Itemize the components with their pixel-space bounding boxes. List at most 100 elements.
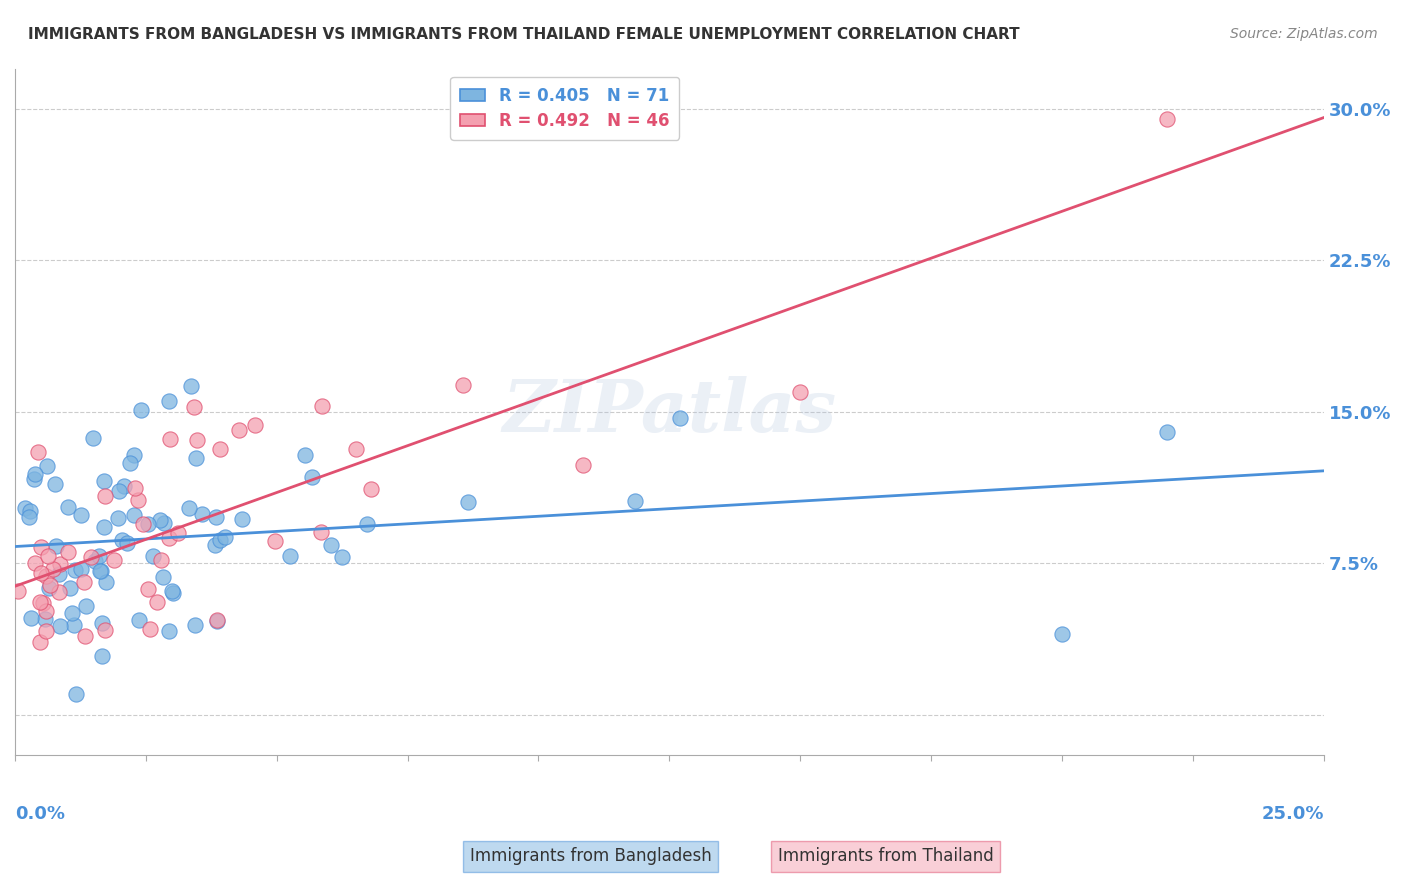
Point xyxy=(142,549,165,564)
Point xyxy=(457,495,479,509)
Point xyxy=(186,451,208,466)
Point xyxy=(73,574,96,589)
Point xyxy=(183,618,205,632)
Point xyxy=(152,570,174,584)
Text: Immigrants from Thailand: Immigrants from Thailand xyxy=(778,847,994,865)
Point xyxy=(177,500,200,515)
Point xyxy=(35,604,58,618)
Point xyxy=(209,442,232,457)
Text: Immigrants from Bangladesh: Immigrants from Bangladesh xyxy=(470,847,711,865)
Point xyxy=(93,519,115,533)
Point xyxy=(93,475,115,489)
Point xyxy=(205,613,228,627)
Point xyxy=(167,526,190,541)
Point xyxy=(451,377,474,392)
Point xyxy=(309,525,332,540)
Point xyxy=(162,586,184,600)
Point xyxy=(94,574,117,589)
Point xyxy=(186,433,208,447)
Point xyxy=(35,568,58,582)
Point xyxy=(63,563,86,577)
Point xyxy=(24,556,46,570)
Point xyxy=(17,509,39,524)
Point xyxy=(30,540,52,554)
Point xyxy=(39,578,62,592)
Point xyxy=(1050,627,1073,641)
Point xyxy=(319,538,342,552)
Point xyxy=(90,564,112,578)
Point xyxy=(245,417,267,432)
Point xyxy=(115,536,138,550)
Point xyxy=(93,489,115,503)
Point xyxy=(1156,112,1178,126)
Point xyxy=(111,533,134,547)
Point xyxy=(311,400,333,414)
Text: 0.0%: 0.0% xyxy=(15,805,65,823)
Point xyxy=(1156,425,1178,439)
Point xyxy=(624,494,647,508)
Point xyxy=(228,423,250,437)
Point xyxy=(138,517,160,532)
Point xyxy=(28,635,51,649)
Point xyxy=(56,500,79,515)
Point xyxy=(122,508,145,522)
Point xyxy=(75,629,97,643)
Point xyxy=(157,394,180,409)
Point xyxy=(122,448,145,462)
Point xyxy=(132,516,155,531)
Point xyxy=(191,507,214,521)
Point xyxy=(207,614,229,628)
Point xyxy=(138,622,160,636)
Point xyxy=(49,619,72,633)
Text: 25.0%: 25.0% xyxy=(1261,805,1323,823)
Point xyxy=(127,492,149,507)
Point xyxy=(149,513,172,527)
Point xyxy=(58,545,80,559)
Text: ZIPatlas: ZIPatlas xyxy=(502,376,837,447)
Point xyxy=(149,553,172,567)
Point xyxy=(183,401,205,415)
Point xyxy=(263,533,285,548)
Point xyxy=(89,549,111,563)
Point xyxy=(75,599,97,614)
Point xyxy=(48,567,70,582)
Point xyxy=(60,606,83,620)
Point xyxy=(83,554,105,568)
Text: IMMIGRANTS FROM BANGLADESH VS IMMIGRANTS FROM THAILAND FEMALE UNEMPLOYMENT CORRE: IMMIGRANTS FROM BANGLADESH VS IMMIGRANTS… xyxy=(28,27,1019,42)
Point xyxy=(789,384,811,399)
Point xyxy=(24,467,46,482)
Point xyxy=(49,557,72,571)
Point xyxy=(65,687,87,701)
Point xyxy=(35,624,58,639)
Point xyxy=(214,530,236,544)
Point xyxy=(231,512,253,526)
Point xyxy=(136,582,159,596)
Point xyxy=(80,550,103,565)
Point xyxy=(112,478,135,492)
Point xyxy=(301,470,323,484)
Point xyxy=(360,482,382,496)
Point xyxy=(44,477,66,491)
Point xyxy=(32,596,55,610)
Point xyxy=(278,549,301,563)
Point xyxy=(160,584,183,599)
Point xyxy=(45,539,67,553)
Point xyxy=(28,595,51,609)
Point xyxy=(42,562,65,576)
Point xyxy=(120,456,142,470)
Point xyxy=(38,581,60,595)
Point xyxy=(356,516,378,531)
Point xyxy=(70,508,93,523)
Point xyxy=(82,431,104,445)
Point xyxy=(180,379,202,393)
Point xyxy=(70,562,93,576)
Point xyxy=(129,403,152,417)
Point xyxy=(37,549,59,563)
Point xyxy=(157,624,180,639)
Point xyxy=(145,594,167,608)
Text: Source: ZipAtlas.com: Source: ZipAtlas.com xyxy=(1230,27,1378,41)
Point xyxy=(18,504,41,518)
Point xyxy=(48,584,70,599)
Point xyxy=(330,549,353,564)
Point xyxy=(59,581,82,595)
